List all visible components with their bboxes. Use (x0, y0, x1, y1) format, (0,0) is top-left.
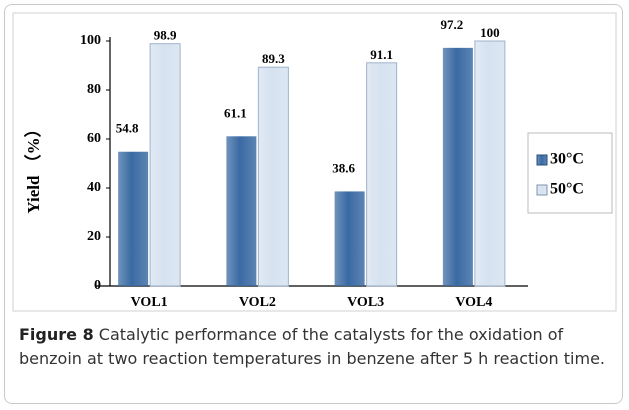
bar (474, 40, 506, 287)
bar (118, 151, 149, 286)
bar (366, 62, 398, 287)
data-label: 54.8 (116, 121, 139, 136)
figure: Yield （%） 0 20 40 60 80 100 VOL1 54.8 98.9 VOL2 61… (4, 4, 623, 404)
data-label: 98.9 (154, 28, 177, 43)
legend-swatch (536, 154, 548, 166)
data-label: 89.3 (262, 51, 285, 66)
y-tick-label: 0 (94, 278, 101, 293)
data-label: 100 (480, 25, 500, 40)
bar (334, 191, 365, 286)
bar (226, 136, 257, 286)
x-tick-label: VOL2 (239, 295, 276, 310)
y-axis-label: Yield （%） (23, 120, 43, 213)
legend-label: 30°C (550, 151, 584, 168)
y-tick-label: 60 (87, 131, 101, 146)
x-tick-label: VOL1 (131, 295, 168, 310)
data-label: 38.6 (332, 160, 355, 175)
y-tick-label: 40 (87, 180, 101, 195)
y-tick-label: 80 (87, 82, 101, 97)
caption: Figure 8 Catalytic performance of the ca… (19, 323, 619, 371)
figure-label: Figure 8 (19, 325, 94, 344)
bar (442, 47, 473, 286)
chart: Yield （%） 0 20 40 60 80 100 VOL1 54.8 98.9 VOL2 61… (12, 12, 617, 312)
y-tick-label: 20 (87, 229, 101, 244)
bar (149, 43, 181, 287)
x-tick-label: VOL3 (347, 295, 384, 310)
chart-border (12, 12, 617, 312)
caption-text: Catalytic performance of the catalysts f… (19, 325, 605, 368)
bar (257, 66, 289, 287)
legend-label: 50°C (550, 181, 584, 198)
data-label: 91.1 (370, 47, 393, 62)
data-label: 97.2 (441, 17, 464, 32)
legend-box (527, 132, 613, 214)
legend-swatch (536, 184, 548, 196)
x-tick-label: VOL4 (455, 295, 492, 310)
y-tick-label: 100 (80, 33, 101, 48)
data-label: 61.1 (224, 105, 247, 120)
